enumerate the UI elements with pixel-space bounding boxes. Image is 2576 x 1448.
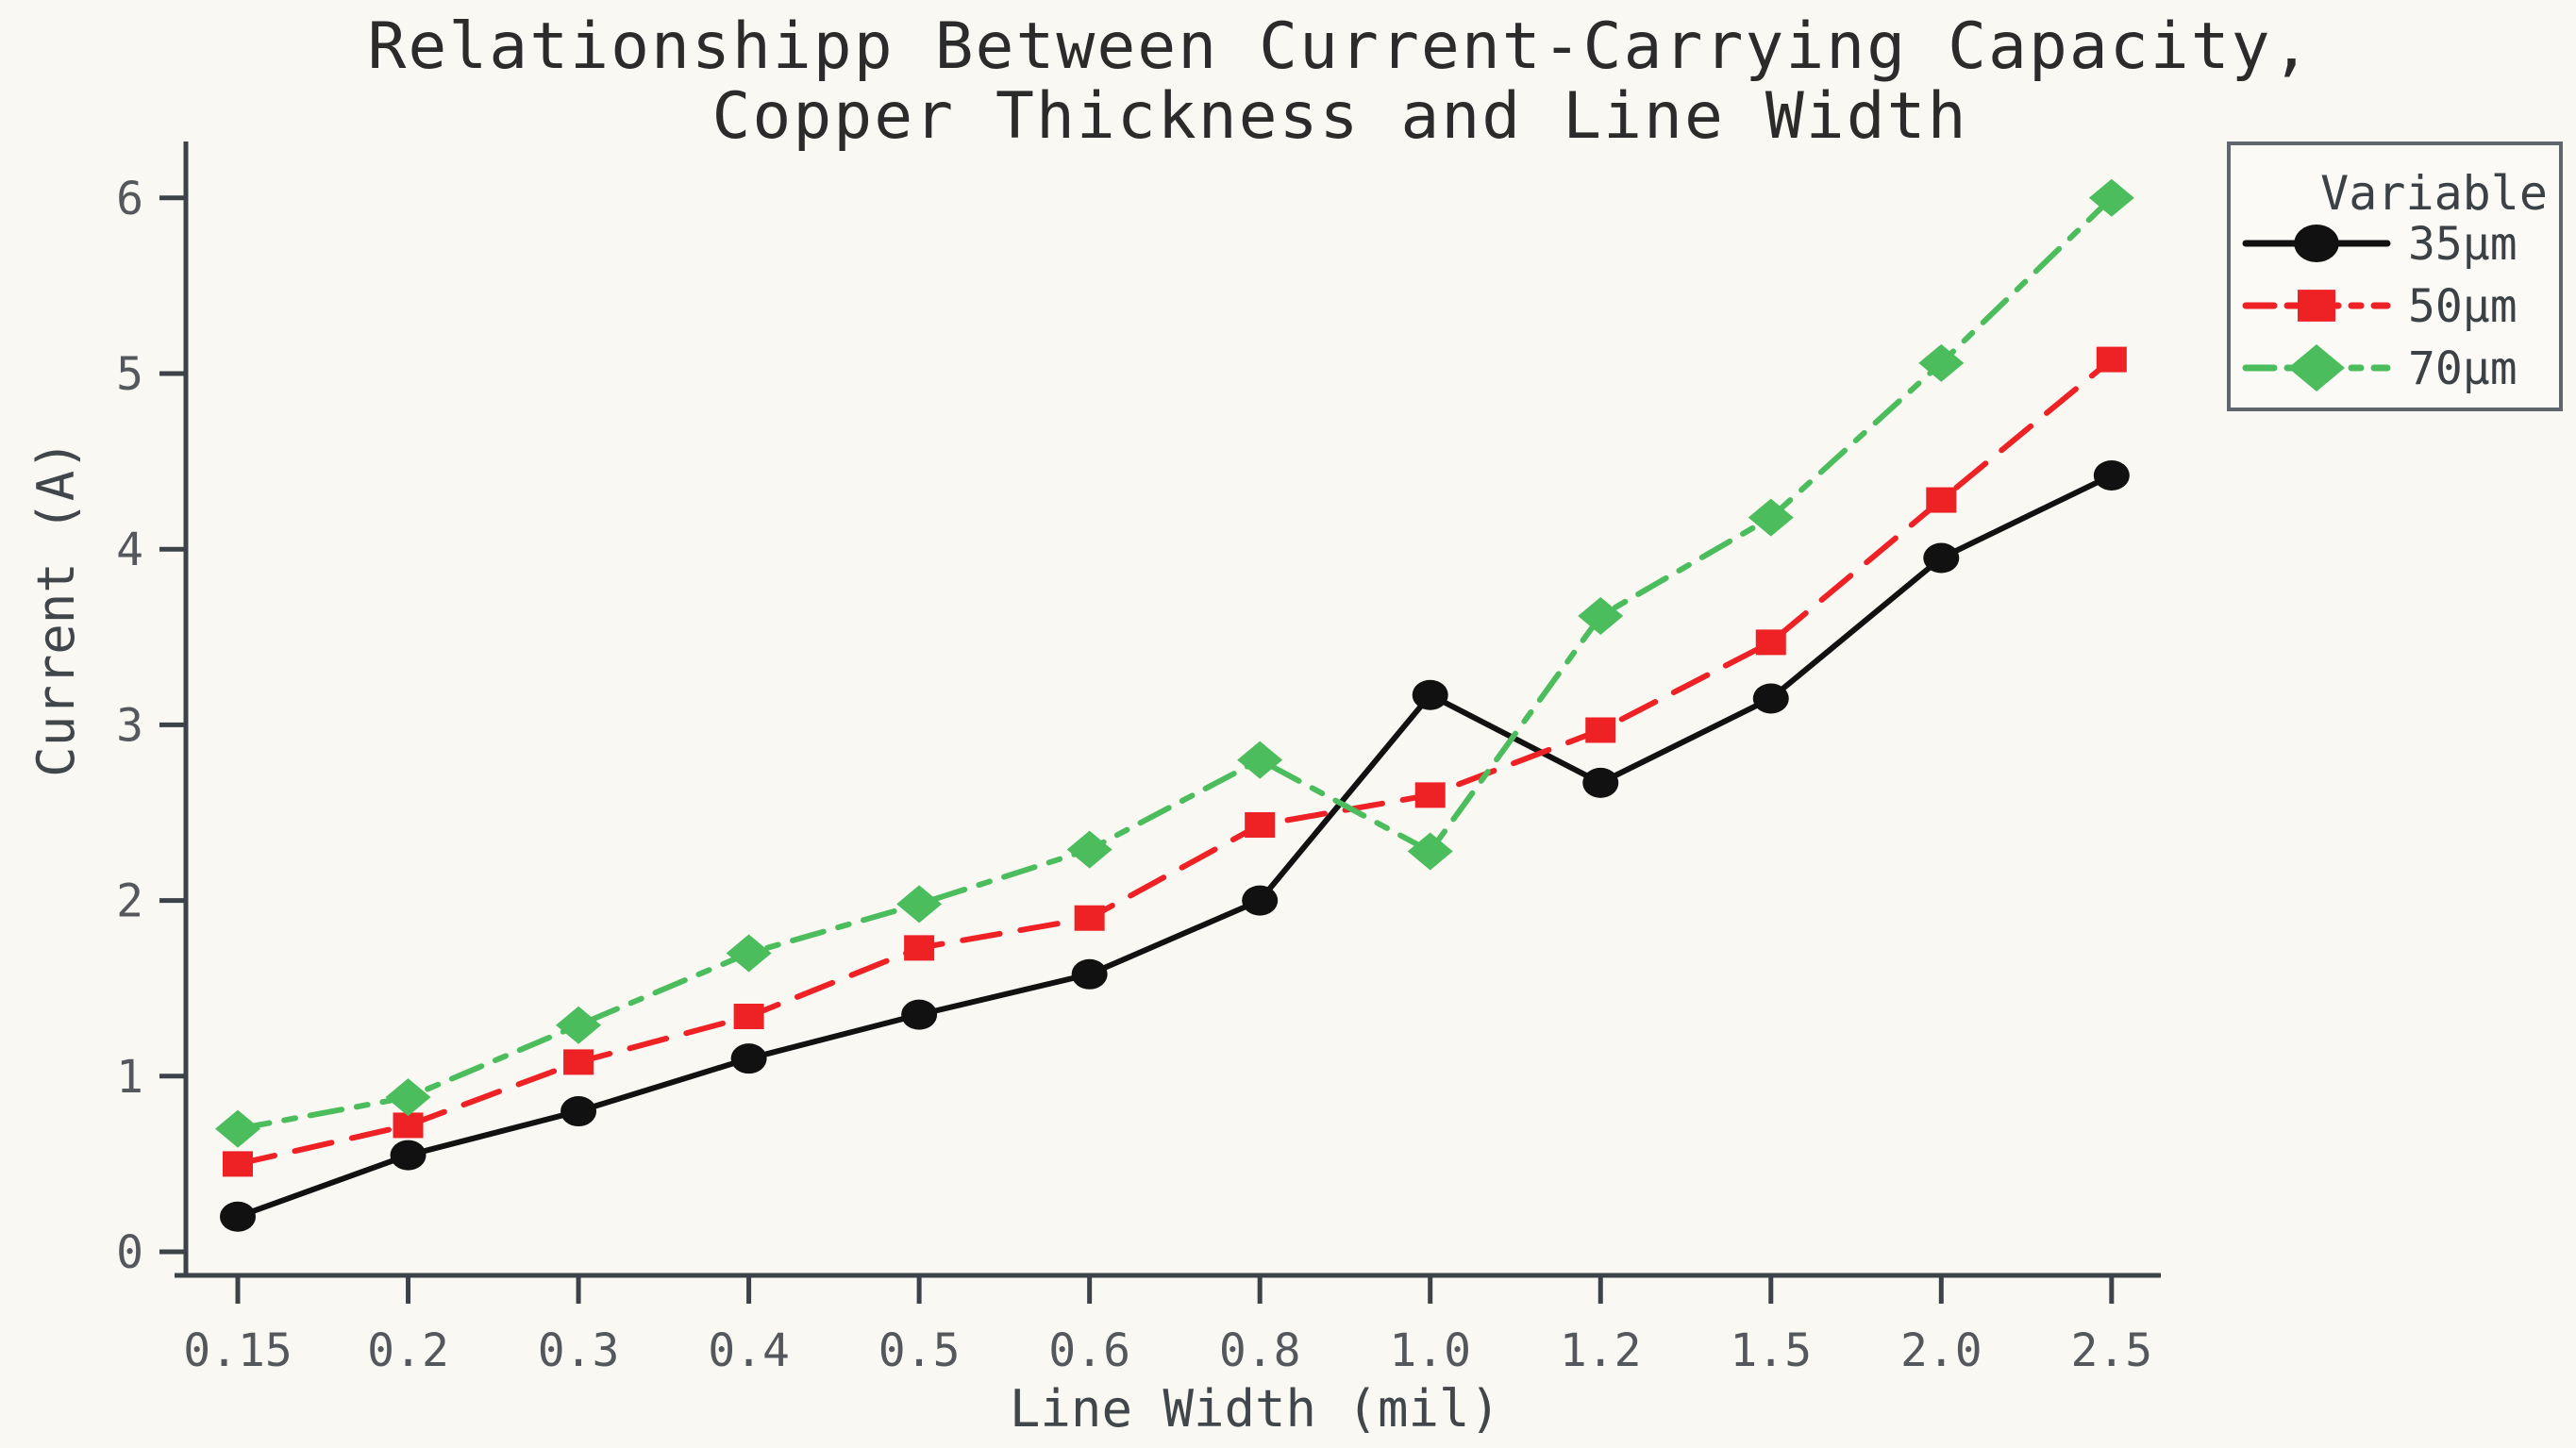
- x-tick-label: 0.5: [878, 1324, 961, 1377]
- x-tick-label: 1.0: [1389, 1324, 1471, 1377]
- data-point-70µm: [556, 1006, 602, 1044]
- y-tick-label: 2: [116, 875, 143, 928]
- data-point-70µm: [1237, 741, 1283, 779]
- data-point-35µm: [220, 1201, 256, 1232]
- data-point-35µm: [1582, 767, 1619, 798]
- legend-entry-35µm: 35µm: [2242, 218, 2517, 271]
- data-point-35µm: [560, 1096, 597, 1127]
- legend-box: [2227, 141, 2563, 411]
- data-point-35µm: [1752, 683, 1789, 714]
- data-point-70µm: [1578, 596, 1624, 635]
- series-line-70µm: [235, 194, 2115, 1132]
- legend-entry-50µm: 50µm: [2242, 280, 2517, 333]
- y-tick-label: 6: [116, 173, 143, 225]
- data-point-35µm: [390, 1140, 427, 1171]
- legend-label: 70µm: [2408, 342, 2517, 395]
- series-line-50µm: [235, 357, 2115, 1167]
- y-tick-label: 4: [116, 524, 143, 576]
- series-line-35µm: [235, 472, 2115, 1220]
- data-point-50µm: [1245, 812, 1276, 839]
- y-axis-label: Current (A): [26, 440, 86, 777]
- data-point-70µm: [2088, 178, 2134, 217]
- x-tick-label: 1.5: [1730, 1324, 1812, 1377]
- data-point-35µm: [730, 1043, 767, 1074]
- legend-title: Variable: [2320, 166, 2548, 221]
- x-tick-label: 0.4: [708, 1324, 790, 1377]
- data-point-50µm: [1926, 487, 1957, 513]
- data-point-50µm: [1074, 905, 1105, 931]
- x-tick-label: 0.6: [1048, 1324, 1130, 1377]
- data-point-70µm: [215, 1109, 260, 1148]
- data-point-70µm: [896, 885, 943, 924]
- x-tick-label: 1.2: [1560, 1324, 1642, 1377]
- data-point-70µm: [1918, 343, 1965, 382]
- data-point-35µm: [1923, 542, 1960, 574]
- data-point-50µm: [223, 1151, 253, 1177]
- data-point-35µm: [1242, 885, 1279, 916]
- legend-marker-square: [2298, 290, 2335, 322]
- x-tick-label: 0.8: [1219, 1324, 1301, 1377]
- legend-label: 50µm: [2408, 280, 2517, 333]
- x-tick-label: 0.2: [367, 1324, 449, 1377]
- y-tick-label: 1: [116, 1051, 143, 1104]
- data-point-35µm: [1412, 679, 1448, 710]
- data-point-50µm: [904, 935, 935, 961]
- series-layer: [215, 178, 2134, 1232]
- x-tick-label: 2.0: [1900, 1324, 1982, 1377]
- legend-entry-70µm: 70µm: [2242, 342, 2517, 395]
- x-tick-label: 0.15: [183, 1324, 293, 1377]
- legend-entries: 35µm 50µm 70µm: [2242, 218, 2517, 395]
- chart-title-line1: Relationshipp Between Current-Carrying C…: [367, 9, 2312, 84]
- x-axis-label: Line Width (mil): [1010, 1379, 1500, 1439]
- data-point-50µm: [563, 1049, 594, 1075]
- axis-ticks: 0.15 0.2 0.3 0.4 0.5 0.6 0.8 1.0 1.2 1.5 2.0 2.5 0 1 2…: [116, 173, 2152, 1377]
- y-tick-label: 3: [116, 699, 143, 752]
- x-tick-label: 2.5: [2070, 1324, 2152, 1377]
- data-point-50µm: [393, 1112, 424, 1139]
- legend-marker-circle: [2294, 225, 2339, 262]
- legend-label: 35µm: [2408, 218, 2517, 271]
- x-tick-label: 0.3: [538, 1324, 620, 1377]
- data-point-70µm: [1748, 498, 1794, 537]
- data-point-50µm: [1755, 629, 1786, 656]
- data-point-50µm: [1414, 782, 1446, 808]
- data-point-50µm: [733, 1003, 764, 1029]
- axes-spines: [175, 141, 2161, 1278]
- y-tick-label: 5: [116, 348, 143, 401]
- data-point-35µm: [901, 999, 938, 1030]
- legend: Variable 35µm 50µm 70µm: [2227, 141, 2563, 411]
- data-point-70µm: [1066, 830, 1112, 869]
- chart-title-line2: Copper Thickness and Line Width: [711, 79, 1967, 154]
- data-point-35µm: [1071, 958, 1108, 990]
- data-point-35µm: [2093, 459, 2130, 491]
- data-point-70µm: [1407, 832, 1453, 871]
- data-point-50µm: [2096, 346, 2127, 373]
- legend-marker-diamond: [2288, 344, 2345, 391]
- data-point-70µm: [726, 934, 772, 973]
- data-point-50µm: [1585, 717, 1616, 743]
- y-tick-label: 0: [116, 1226, 143, 1279]
- data-point-70µm: [385, 1078, 431, 1117]
